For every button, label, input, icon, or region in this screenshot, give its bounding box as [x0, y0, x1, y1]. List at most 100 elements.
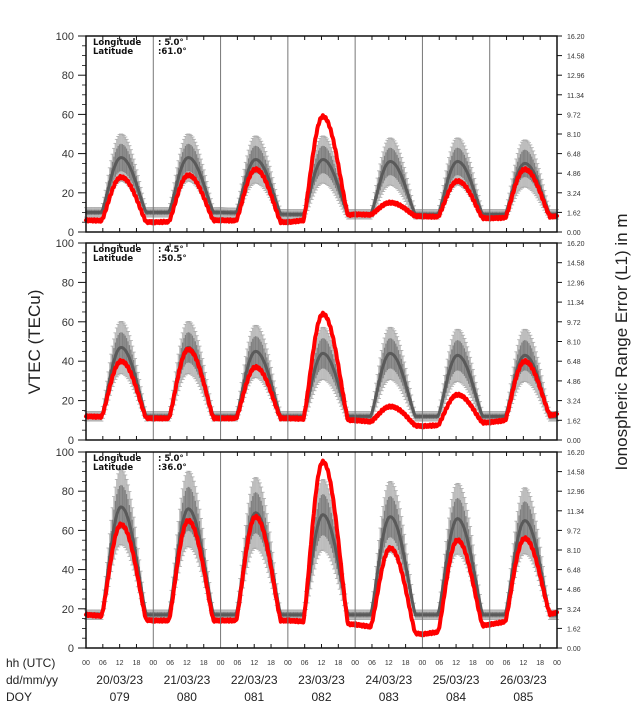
y-right-tick-label: 1.62 — [567, 418, 581, 425]
y-tick-label: 40 — [62, 356, 74, 368]
y-axis-title-left: VTEC (TECu) — [25, 290, 44, 395]
observed-vtec-line — [84, 458, 559, 638]
hour-tick-label: 00 — [82, 660, 90, 667]
y-tick-label: 40 — [62, 149, 74, 161]
plot-area — [86, 36, 557, 232]
y-right-tick-label: 9.72 — [567, 112, 581, 119]
y-right-tick-label: 1.62 — [567, 626, 581, 633]
y-right-tick-label: 16.20 — [567, 241, 585, 248]
longitude-label: Longitude — [93, 38, 142, 48]
longitude-value: : 4.5° — [158, 245, 184, 255]
panel-1: 0 20 40 60 80 100 0.00 1.62 3.24 4.86 6.48 8.10 9.72… — [56, 31, 585, 239]
doy-row-label: DOY — [6, 690, 32, 704]
y-tick-label: 0 — [68, 435, 74, 447]
reference-mean-line — [86, 505, 557, 617]
y-right-tick-label: 14.58 — [567, 54, 585, 61]
longitude-label: Longitude — [93, 454, 142, 464]
panel-3: 0 20 40 60 80 100 0.00 1.62 3.24 4.86 6.48 8.10 9.72… — [56, 447, 585, 655]
hour-tick-label: 12 — [183, 660, 191, 667]
hour-tick-label: 12 — [385, 660, 393, 667]
y-right-tick-label: 12.96 — [567, 73, 585, 80]
y-axis-title-right: Ionospheric Range Error (L1) in m — [612, 213, 631, 470]
date-label: 21/03/23 — [164, 673, 211, 687]
hh-row-label: hh (UTC) — [6, 656, 55, 670]
y-right-tick-label: 3.24 — [567, 399, 581, 406]
y-right-tick-label: 14.58 — [567, 261, 585, 268]
y-right-tick-label: 9.72 — [567, 528, 581, 535]
y-tick-label: 60 — [62, 317, 74, 329]
y-tick-label: 100 — [56, 238, 74, 250]
hour-tick-label: 18 — [267, 660, 275, 667]
y-right-tick-label: 4.86 — [567, 171, 581, 178]
doy-label: 082 — [311, 690, 331, 704]
hour-tick-label: 18 — [536, 660, 544, 667]
y-right-tick-label: 0.00 — [567, 230, 581, 237]
panel-2: 0 20 40 60 80 100 0.00 1.62 3.24 4.86 6.48 8.10 9.72… — [56, 238, 585, 447]
hour-tick-label: 00 — [419, 660, 427, 667]
y-right-tick-label: 11.34 — [567, 300, 584, 307]
hour-tick-label: 00 — [149, 660, 157, 667]
hour-tick-label: 12 — [318, 660, 326, 667]
hour-tick-label: 00 — [351, 660, 359, 667]
longitude-label: Longitude — [93, 245, 142, 255]
y-right-tick-label: 16.20 — [567, 34, 585, 41]
y-tick-label: 60 — [62, 525, 74, 537]
y-tick-label: 80 — [62, 70, 74, 82]
y-right-tick-label: 14.58 — [567, 470, 585, 477]
y-right-tick-label: 8.10 — [567, 548, 581, 555]
date-label: 25/03/23 — [433, 673, 480, 687]
y-tick-label: 20 — [62, 396, 74, 408]
date-label: 26/03/23 — [500, 673, 547, 687]
y-tick-label: 80 — [62, 277, 74, 289]
y-right-tick-label: 4.86 — [567, 587, 581, 594]
latitude-value: :36.0° — [158, 463, 187, 473]
y-right-tick-label: 0.00 — [567, 438, 581, 445]
y-tick-label: 20 — [62, 188, 74, 200]
y-right-tick-label: 0.00 — [567, 646, 581, 653]
hour-tick-label: 06 — [503, 660, 511, 667]
date-label: 20/03/23 — [96, 673, 143, 687]
y-right-tick-label: 6.48 — [567, 568, 581, 575]
hour-tick-label-final: 00 — [553, 660, 561, 667]
date-label: 22/03/23 — [231, 673, 278, 687]
hour-tick-label: 06 — [233, 660, 241, 667]
doy-label: 079 — [110, 690, 130, 704]
y-right-tick-label: 9.72 — [567, 320, 581, 327]
y-right-tick-label: 12.96 — [567, 280, 585, 287]
doy-label: 083 — [379, 690, 399, 704]
date-label: 23/03/23 — [298, 673, 345, 687]
y-right-tick-label: 3.24 — [567, 191, 581, 198]
y-right-tick-label: 11.34 — [567, 509, 584, 516]
y-tick-label: 100 — [56, 31, 74, 43]
hour-tick-label: 06 — [435, 660, 443, 667]
hour-tick-label: 18 — [334, 660, 342, 667]
y-tick-label: 100 — [56, 447, 74, 459]
hour-tick-label: 12 — [452, 660, 460, 667]
latitude-label: Latitude — [93, 47, 133, 57]
hour-tick-label: 12 — [116, 660, 124, 667]
y-right-tick-label: 8.10 — [567, 132, 581, 139]
observed-vtec-line — [84, 113, 559, 226]
doy-label: 081 — [244, 690, 264, 704]
hour-tick-label: 18 — [402, 660, 410, 667]
doy-label: 084 — [446, 690, 466, 704]
hour-tick-label: 06 — [166, 660, 174, 667]
y-tick-label: 80 — [62, 486, 74, 498]
hour-tick-label: 06 — [99, 660, 107, 667]
y-right-tick-label: 11.34 — [567, 93, 584, 100]
y-right-tick-label: 16.20 — [567, 450, 585, 457]
y-right-tick-label: 8.10 — [567, 340, 581, 347]
date-label: 24/03/23 — [365, 673, 412, 687]
y-right-tick-label: 12.96 — [567, 489, 585, 496]
latitude-value: :50.5° — [158, 254, 187, 264]
latitude-label: Latitude — [93, 463, 133, 473]
reference-mean-line — [86, 155, 557, 216]
hour-tick-label: 06 — [368, 660, 376, 667]
y-tick-label: 40 — [62, 565, 74, 577]
y-right-tick-label: 4.86 — [567, 379, 581, 386]
hour-tick-label: 18 — [469, 660, 477, 667]
hour-tick-label: 18 — [133, 660, 141, 667]
y-right-tick-label: 6.48 — [567, 152, 581, 159]
longitude-value: : 5.0° — [158, 38, 184, 48]
